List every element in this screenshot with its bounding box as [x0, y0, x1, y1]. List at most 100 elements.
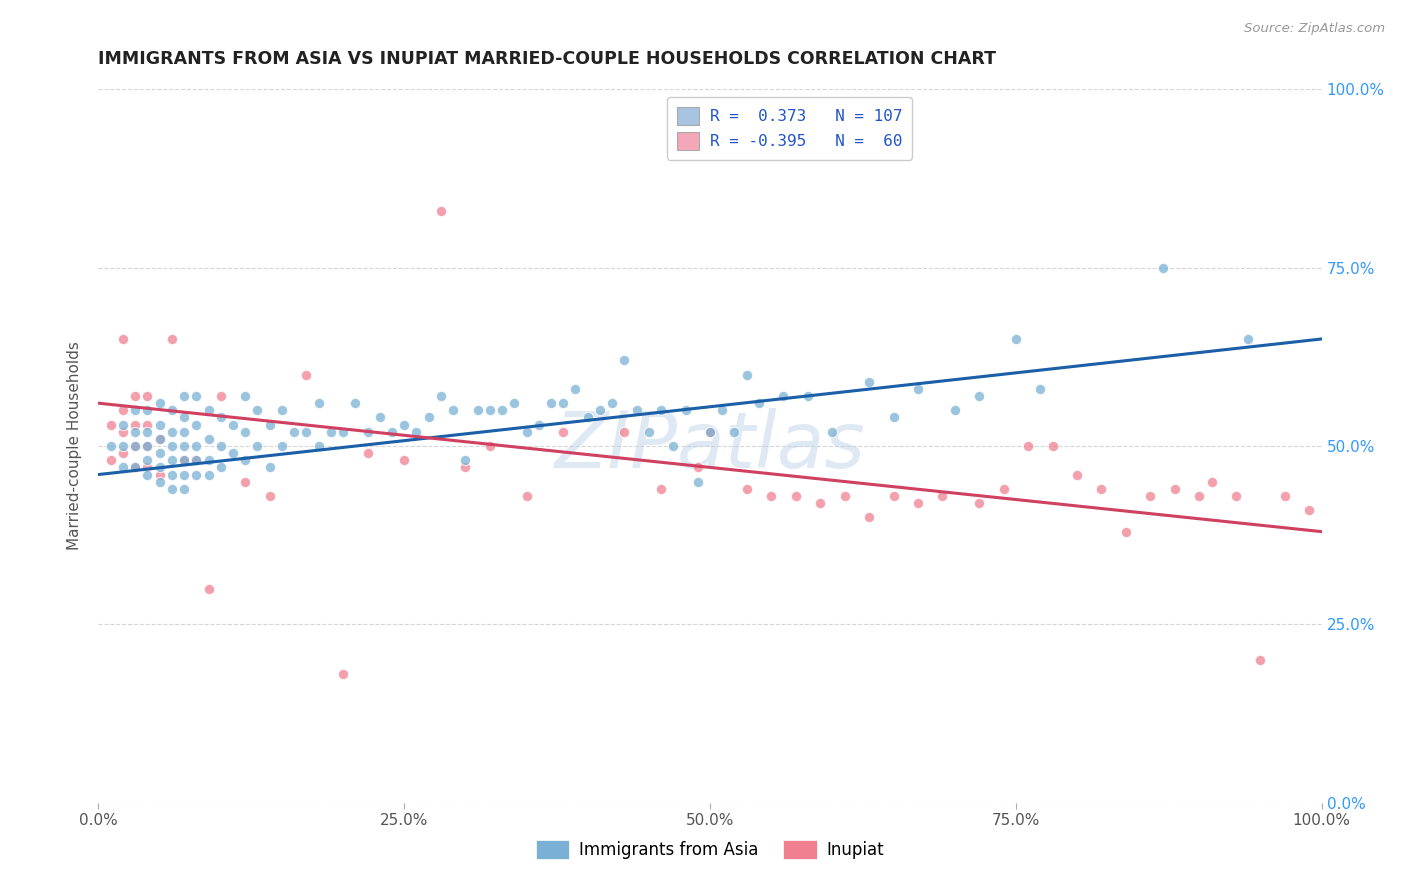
Point — [186, 417, 208, 432]
Point — [160, 439, 183, 453]
Point — [173, 467, 195, 482]
Point — [149, 460, 172, 475]
Point — [173, 453, 195, 467]
Point — [136, 389, 159, 403]
Point — [405, 425, 427, 439]
Point — [515, 489, 537, 503]
Point — [454, 453, 477, 467]
Point — [111, 446, 134, 460]
Point — [1090, 482, 1112, 496]
Point — [136, 467, 159, 482]
Point — [233, 389, 256, 403]
Point — [332, 667, 354, 681]
Point — [233, 475, 256, 489]
Point — [711, 403, 734, 417]
Point — [553, 425, 575, 439]
Point — [136, 403, 159, 417]
Legend: Immigrants from Asia, Inupiat: Immigrants from Asia, Inupiat — [529, 833, 891, 866]
Point — [515, 425, 537, 439]
Point — [699, 425, 721, 439]
Point — [418, 410, 440, 425]
Point — [149, 417, 172, 432]
Point — [748, 396, 770, 410]
Point — [197, 467, 219, 482]
Point — [686, 475, 709, 489]
Point — [1274, 489, 1296, 503]
Point — [931, 489, 953, 503]
Text: IMMIGRANTS FROM ASIA VS INUPIAT MARRIED-COUPLE HOUSEHOLDS CORRELATION CHART: IMMIGRANTS FROM ASIA VS INUPIAT MARRIED-… — [98, 50, 997, 68]
Point — [564, 382, 586, 396]
Point — [124, 389, 146, 403]
Point — [124, 417, 146, 432]
Point — [100, 439, 122, 453]
Point — [686, 460, 709, 475]
Point — [222, 417, 245, 432]
Point — [1188, 489, 1211, 503]
Point — [613, 425, 636, 439]
Point — [613, 353, 636, 368]
Point — [662, 439, 685, 453]
Point — [883, 410, 905, 425]
Point — [1042, 439, 1064, 453]
Point — [650, 482, 672, 496]
Point — [246, 439, 269, 453]
Point — [186, 467, 208, 482]
Point — [149, 446, 172, 460]
Point — [295, 425, 318, 439]
Point — [600, 396, 623, 410]
Point — [491, 403, 513, 417]
Point — [100, 417, 122, 432]
Point — [124, 425, 146, 439]
Point — [356, 446, 378, 460]
Point — [111, 425, 134, 439]
Point — [478, 439, 501, 453]
Point — [1004, 332, 1026, 346]
Point — [197, 403, 219, 417]
Point — [308, 439, 330, 453]
Point — [160, 482, 183, 496]
Point — [430, 389, 453, 403]
Point — [136, 453, 159, 467]
Point — [124, 439, 146, 453]
Point — [270, 403, 294, 417]
Point — [589, 403, 612, 417]
Point — [173, 482, 195, 496]
Point — [576, 410, 599, 425]
Point — [392, 417, 416, 432]
Point — [368, 410, 391, 425]
Point — [1115, 524, 1137, 539]
Point — [222, 446, 245, 460]
Point — [111, 417, 134, 432]
Point — [173, 425, 195, 439]
Point — [1017, 439, 1039, 453]
Point — [834, 489, 856, 503]
Point — [136, 439, 159, 453]
Point — [209, 389, 232, 403]
Point — [553, 396, 575, 410]
Point — [173, 439, 195, 453]
Point — [149, 475, 172, 489]
Point — [883, 489, 905, 503]
Point — [699, 425, 721, 439]
Point — [149, 432, 172, 446]
Point — [111, 332, 134, 346]
Point — [381, 425, 404, 439]
Point — [160, 332, 183, 346]
Point — [197, 582, 219, 596]
Point — [821, 425, 844, 439]
Point — [527, 417, 550, 432]
Point — [454, 460, 477, 475]
Point — [967, 496, 990, 510]
Point — [197, 432, 219, 446]
Point — [1139, 489, 1161, 503]
Point — [1152, 260, 1174, 275]
Point — [332, 425, 354, 439]
Point — [1029, 382, 1052, 396]
Point — [761, 489, 783, 503]
Point — [503, 396, 526, 410]
Point — [111, 460, 134, 475]
Point — [100, 453, 122, 467]
Point — [209, 460, 232, 475]
Point — [540, 396, 562, 410]
Point — [233, 425, 256, 439]
